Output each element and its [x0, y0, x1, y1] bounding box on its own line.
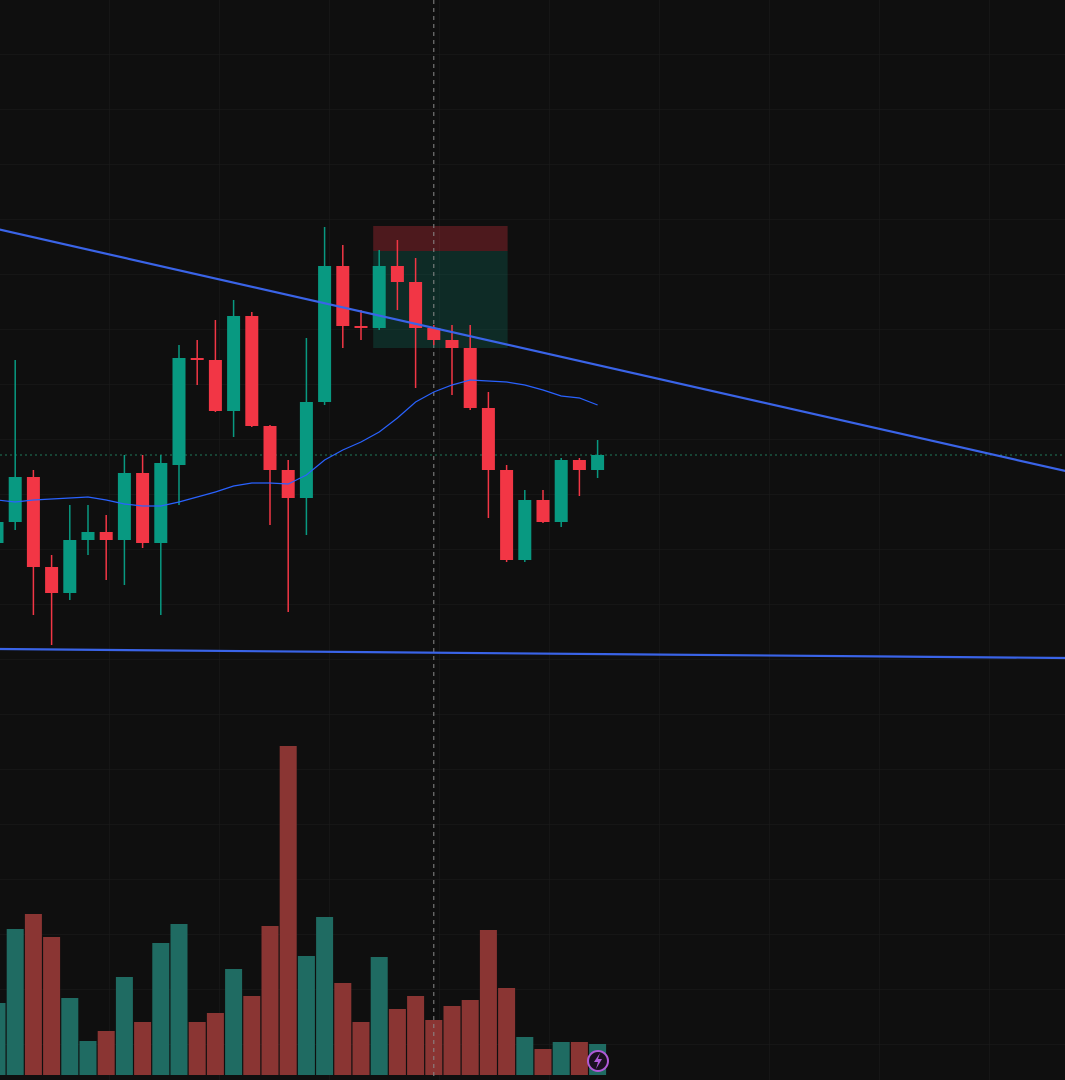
volume-bar	[461, 1000, 479, 1075]
trendline	[0, 647, 1065, 660]
candle-body	[354, 326, 368, 328]
volume-bar	[6, 929, 24, 1075]
volume-bar	[134, 1022, 152, 1075]
volume-bar	[279, 746, 297, 1075]
volume-bar	[61, 998, 79, 1075]
volume-bar	[225, 969, 243, 1075]
candle-body	[63, 540, 77, 593]
candle-body	[390, 266, 404, 282]
volume-bar	[552, 1042, 570, 1075]
trendline	[0, 228, 1065, 473]
candle-body	[26, 477, 40, 567]
candle-body	[463, 348, 477, 408]
volume-bar	[79, 1041, 97, 1075]
candle-body	[372, 266, 386, 328]
candle-body	[245, 316, 259, 426]
candle-body	[0, 522, 4, 543]
volume-bar	[43, 937, 61, 1075]
candle-body	[299, 402, 313, 498]
volume-bar	[206, 1013, 224, 1075]
candle-body	[263, 426, 277, 470]
candle-body	[554, 460, 568, 522]
volume-bar	[97, 1031, 115, 1075]
candle-body	[136, 473, 150, 543]
candle-body	[445, 340, 459, 348]
candle-body	[81, 532, 95, 540]
candle-body	[500, 470, 514, 560]
volume-bar	[425, 1020, 443, 1075]
candle-body	[572, 460, 586, 470]
candle-body	[208, 360, 222, 411]
candle-body	[336, 266, 350, 326]
volume-bar	[316, 917, 334, 1075]
volume-bar	[407, 996, 425, 1075]
candle-body	[117, 473, 131, 540]
volume-bar	[370, 957, 388, 1075]
volume-bar	[115, 977, 133, 1075]
volume-bar	[243, 996, 261, 1075]
candle-body	[409, 282, 423, 328]
candle-body	[45, 567, 59, 593]
candle-body	[190, 358, 204, 360]
volume-bar	[152, 943, 170, 1075]
candle-body	[536, 500, 550, 522]
moving-average	[0, 379, 598, 507]
volume-bar	[516, 1037, 534, 1075]
volume-bar	[170, 924, 188, 1075]
volume-bar	[297, 956, 315, 1075]
volume-bar	[261, 926, 279, 1075]
volume-bar	[534, 1049, 552, 1075]
candle-body	[154, 463, 168, 543]
volume-bar	[24, 914, 42, 1075]
candle-body	[318, 266, 332, 402]
candle-body	[227, 316, 241, 411]
volume-bar	[498, 988, 516, 1075]
target-zone	[373, 251, 508, 348]
candle-body	[172, 358, 186, 465]
candle-body	[8, 477, 22, 522]
lightning-icon[interactable]	[587, 1050, 609, 1072]
volume-bar	[188, 1022, 206, 1075]
volume-bar	[443, 1006, 461, 1075]
candle-body	[481, 408, 495, 470]
candle-body	[427, 328, 441, 340]
volume-bar	[0, 1003, 6, 1075]
candle-body	[99, 532, 113, 540]
volume-bar	[479, 930, 497, 1075]
candle-body	[591, 455, 605, 470]
volume-bar	[352, 1022, 370, 1075]
volume-bar	[334, 983, 352, 1075]
volume-bar	[570, 1042, 588, 1075]
stop-zone	[373, 226, 508, 251]
volume-bar	[388, 1009, 406, 1075]
candle-body	[518, 500, 532, 560]
